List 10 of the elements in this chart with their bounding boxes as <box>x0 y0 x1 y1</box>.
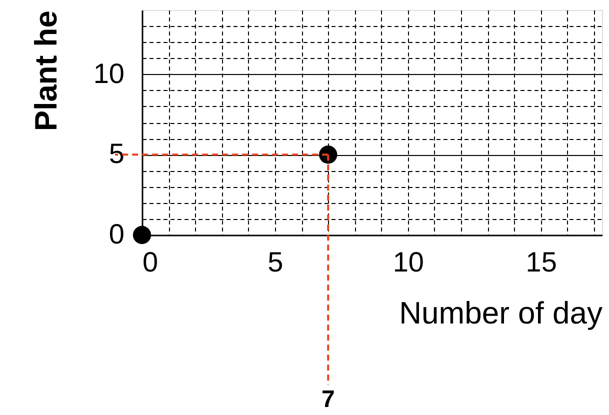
x-tick-label: 5 <box>268 246 284 278</box>
x-tick-label: 0 <box>142 246 158 278</box>
ref-line-label: 7 <box>321 386 335 413</box>
y-axis-title: Plant he <box>28 10 64 132</box>
x-tick-label: 10 <box>392 246 424 278</box>
y-tick-label: 0 <box>108 218 124 250</box>
y-tick-label: 10 <box>93 58 124 89</box>
y-tick-label: 5 <box>108 138 124 170</box>
x-axis-title: Number of day <box>399 296 603 330</box>
x-tick-label: 15 <box>526 246 557 278</box>
